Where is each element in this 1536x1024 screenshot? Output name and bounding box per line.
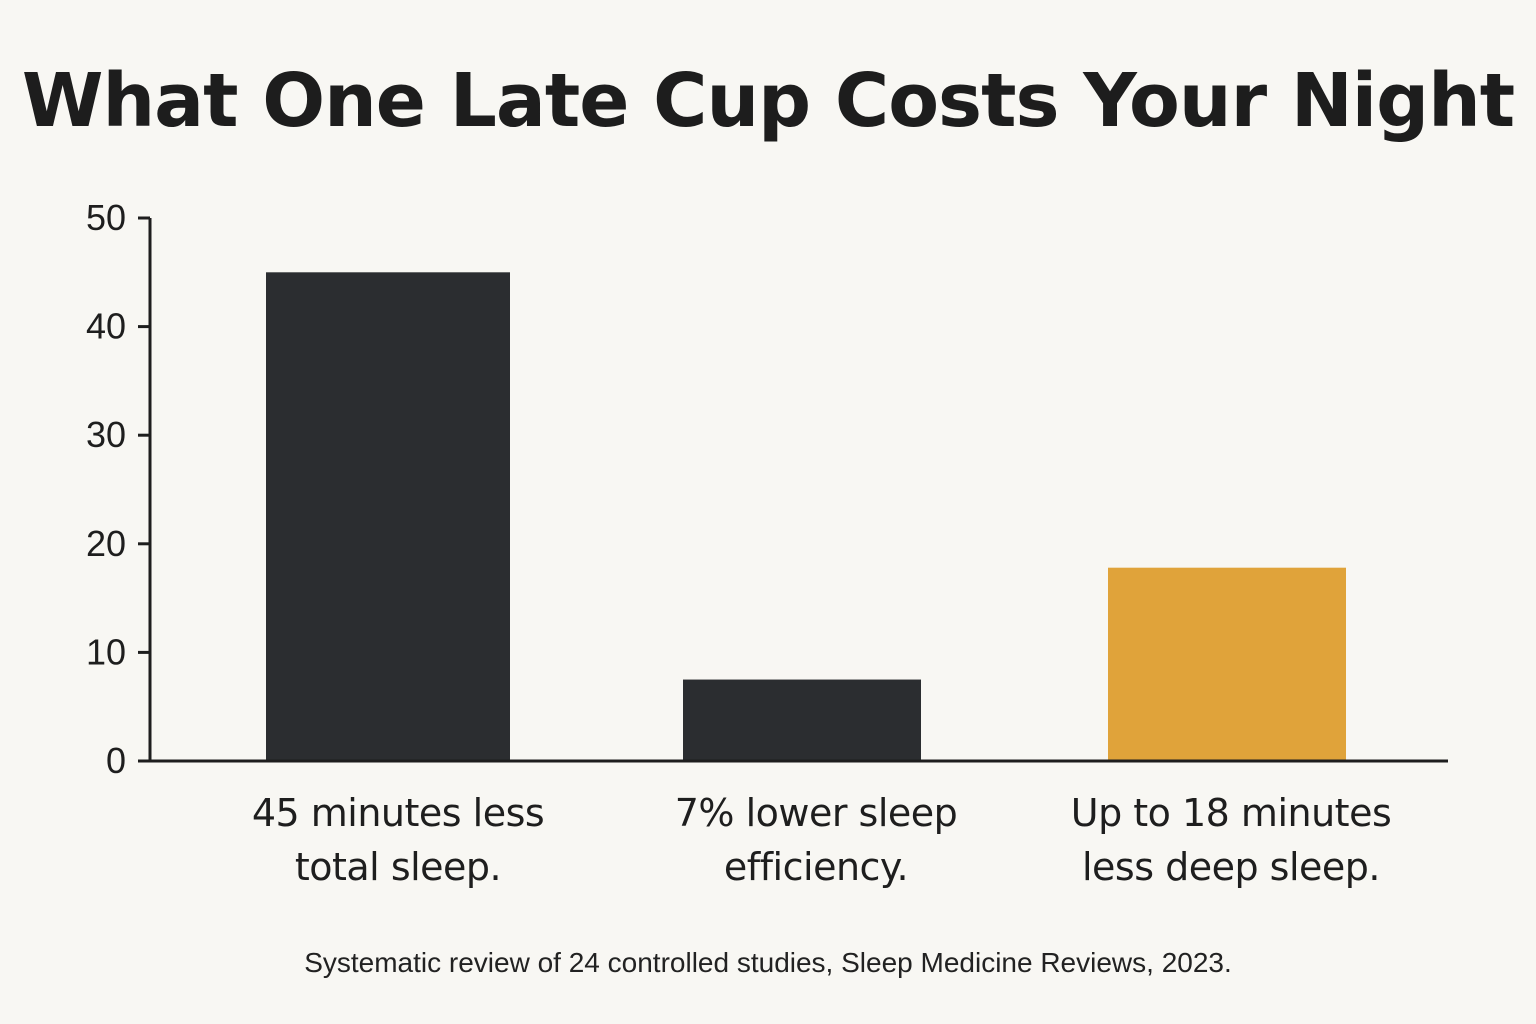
y-tick-label: 0	[106, 740, 126, 781]
x-category-label: efficiency.	[724, 845, 908, 889]
chart-title: What One Late Cup Costs Your Night	[21, 58, 1515, 144]
x-category-label: less deep sleep.	[1082, 845, 1380, 889]
bar-1	[266, 272, 510, 761]
bar-3	[1108, 567, 1346, 761]
y-ticks-group: 0 10 20 30 40 50	[86, 197, 150, 781]
source-note: Systematic review of 24 controlled studi…	[304, 947, 1232, 978]
x-category-label: total sleep.	[295, 845, 501, 889]
y-tick-label: 30	[86, 414, 126, 455]
x-category-label: Up to 18 minutes	[1071, 791, 1392, 835]
y-tick-label: 50	[86, 197, 126, 238]
axes-group	[148, 218, 1448, 763]
y-tick-label: 40	[86, 306, 126, 347]
x-category-label: 45 minutes less	[252, 791, 544, 835]
x-labels-group: 45 minutes less total sleep. 7% lower slee…	[252, 791, 1392, 889]
bar-2	[683, 679, 921, 761]
y-tick-label: 10	[86, 631, 126, 672]
x-category-label: 7% lower sleep	[675, 791, 958, 835]
bars-group	[266, 272, 1346, 761]
y-tick-label: 20	[86, 523, 126, 564]
